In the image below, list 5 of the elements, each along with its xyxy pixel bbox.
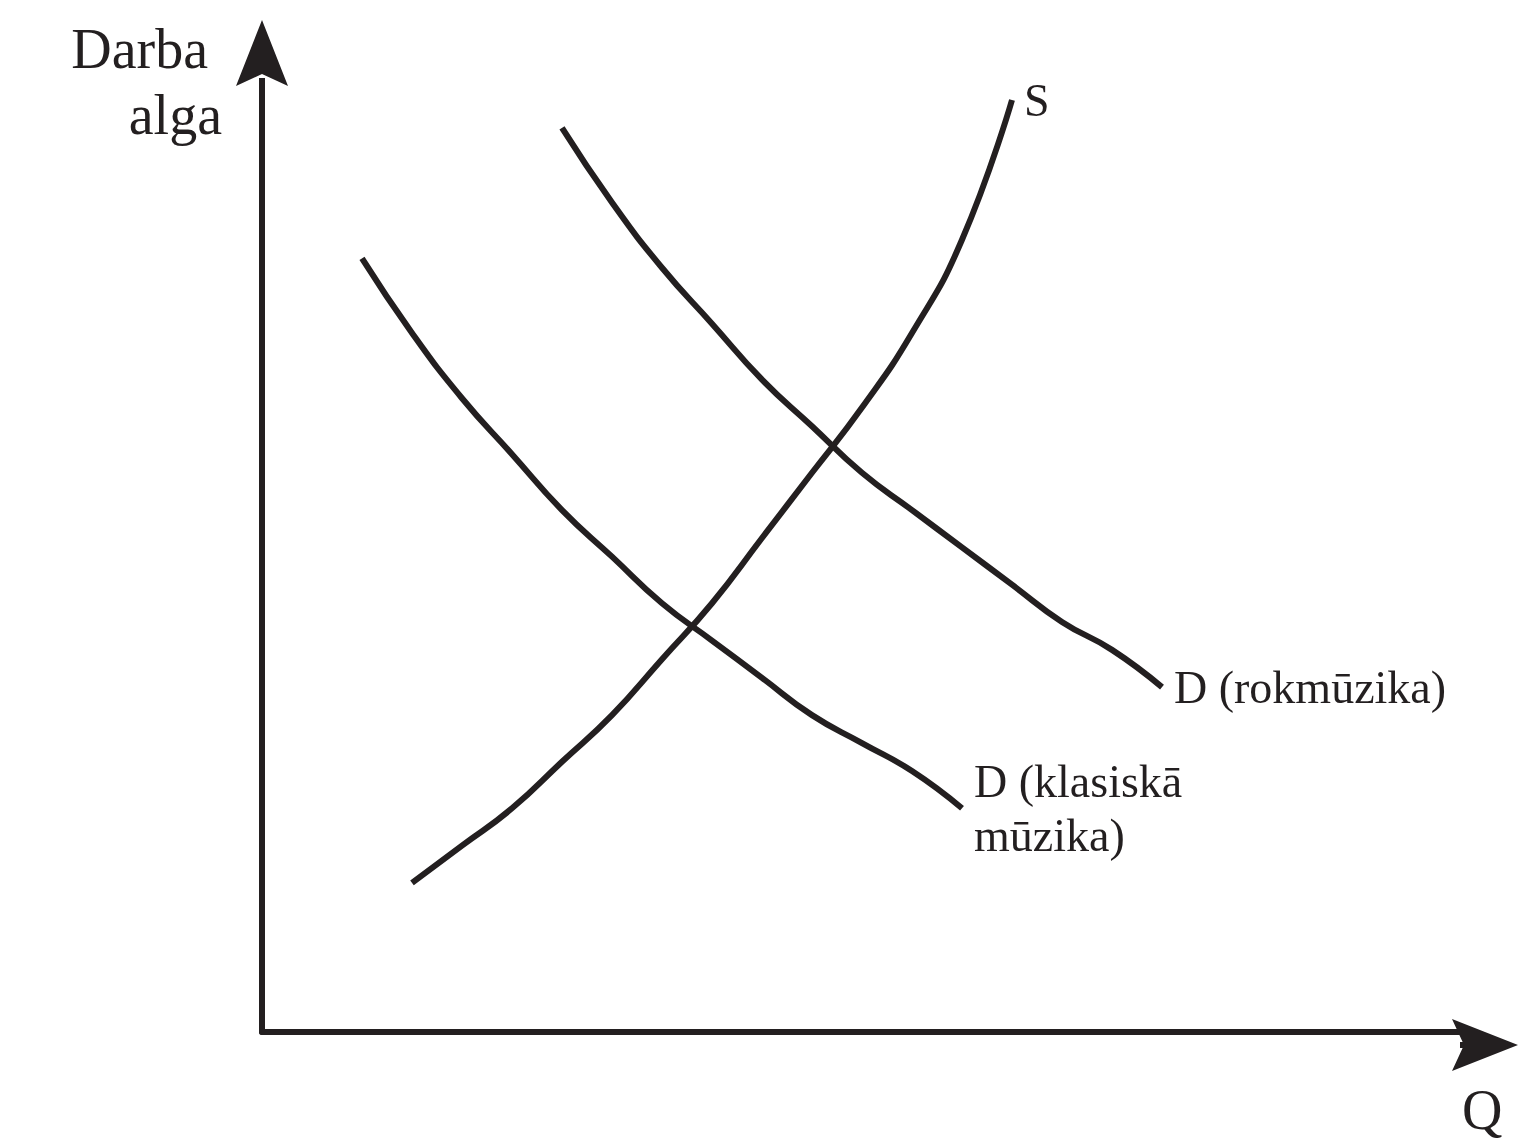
series-label: D (rokmūzika) <box>1174 661 1447 713</box>
x-axis-title: Q <box>1462 1079 1503 1141</box>
series-label: S <box>1024 74 1050 126</box>
y-axis-title: Darba alga <box>71 18 223 146</box>
series-label: D (klasiskā mūzika) <box>974 755 1194 861</box>
